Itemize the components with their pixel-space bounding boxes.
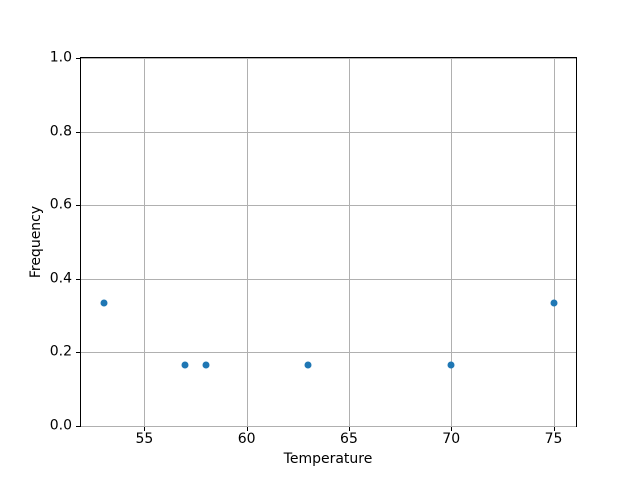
vertical-gridline xyxy=(246,58,248,426)
x-tick-mark xyxy=(144,427,146,431)
data-point xyxy=(447,361,455,369)
x-tick-label: 65 xyxy=(340,431,358,447)
data-point xyxy=(550,299,557,307)
vertical-gridline xyxy=(553,58,555,426)
horizontal-gridline xyxy=(81,58,576,59)
x-tick-mark xyxy=(348,427,350,431)
x-tick-mark xyxy=(246,427,248,431)
y-tick-mark xyxy=(76,426,80,427)
x-tick-label: 60 xyxy=(237,431,256,447)
horizontal-gridline xyxy=(81,205,576,207)
y-tick-mark xyxy=(76,58,80,59)
y-tick-label: 0.0 xyxy=(49,417,72,434)
x-tick-label: 75 xyxy=(544,431,563,447)
y-axis-label: Frequency xyxy=(28,205,44,279)
x-tick-mark xyxy=(451,427,453,431)
horizontal-gridline xyxy=(81,131,576,133)
plot-area xyxy=(80,57,577,427)
data-point xyxy=(100,299,107,307)
y-tick-label: 1.0 xyxy=(49,49,72,66)
x-tick-label: 55 xyxy=(135,431,154,447)
y-tick-label: 0.2 xyxy=(49,343,72,360)
vertical-gridline xyxy=(451,58,453,426)
vertical-gridline xyxy=(144,58,146,426)
y-tick-mark xyxy=(76,205,80,207)
y-tick-label: 0.6 xyxy=(49,196,72,213)
y-tick-mark xyxy=(76,131,80,133)
x-tick-mark xyxy=(553,427,555,431)
vertical-gridline xyxy=(348,58,350,426)
horizontal-gridline xyxy=(81,426,576,427)
data-point xyxy=(181,361,189,369)
x-tick-label: 70 xyxy=(442,431,461,447)
horizontal-gridline xyxy=(81,278,576,280)
x-axis-label: Temperature xyxy=(283,451,373,467)
y-tick-label: 0.4 xyxy=(49,270,72,287)
y-tick-mark xyxy=(76,278,80,280)
data-point xyxy=(202,361,210,369)
data-point xyxy=(304,361,312,369)
y-tick-label: 0.8 xyxy=(49,122,72,139)
horizontal-gridline xyxy=(81,352,576,354)
y-tick-mark xyxy=(76,352,80,354)
